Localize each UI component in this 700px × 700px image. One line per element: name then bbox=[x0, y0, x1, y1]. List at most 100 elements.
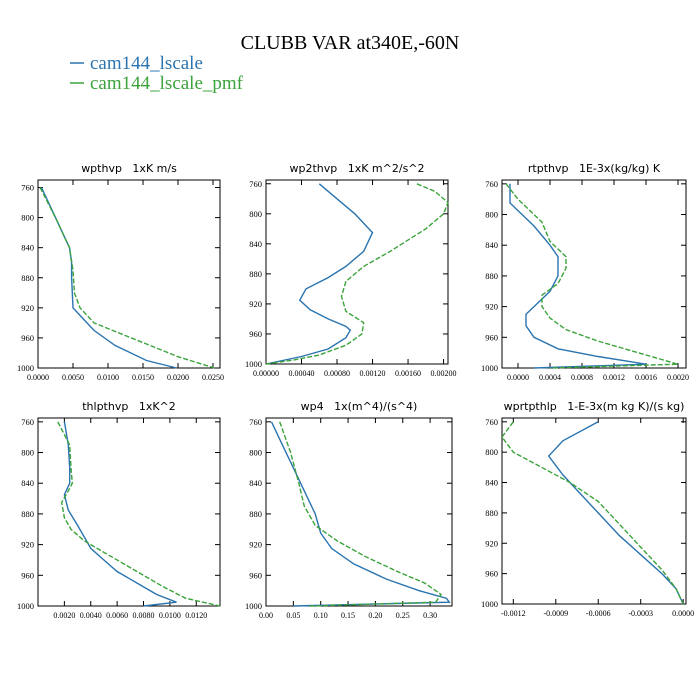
y-tick-label: 840 bbox=[21, 243, 34, 253]
x-tick-label: 0.0200 bbox=[167, 373, 189, 382]
x-tick-label: 0.0000 bbox=[507, 373, 529, 382]
y-tick-label: 840 bbox=[21, 478, 34, 488]
y-tick-label: 1000 bbox=[17, 601, 34, 611]
y-tick-label: 920 bbox=[485, 302, 498, 312]
series-line-lscale-pmf bbox=[39, 187, 215, 369]
series-line-lscale-pmf bbox=[279, 421, 443, 607]
panel-title: wpthvp 1xK m/s bbox=[81, 162, 177, 175]
y-tick-label: 960 bbox=[485, 569, 498, 579]
y-tick-label: 960 bbox=[249, 570, 262, 580]
y-tick-label: 960 bbox=[249, 329, 262, 339]
y-tick-label: 840 bbox=[485, 240, 498, 250]
y-tick-label: 840 bbox=[485, 478, 498, 488]
y-tick-label: 1000 bbox=[245, 359, 262, 369]
series-line-lscale-pmf bbox=[265, 183, 449, 365]
y-tick-label: 800 bbox=[21, 448, 34, 458]
x-tick-label: 0.0016 bbox=[635, 373, 657, 382]
y-tick-label: 920 bbox=[249, 540, 262, 550]
x-tick-label: 0.00160 bbox=[395, 369, 421, 378]
x-tick-label: 0.00120 bbox=[360, 369, 386, 378]
x-tick-label: -0.0003 bbox=[628, 609, 653, 618]
x-tick-label: 0.0250 bbox=[202, 373, 224, 382]
panel-5: wp4 1x(m^4)/(s^4)76080084088092096010000… bbox=[245, 400, 453, 620]
panel-title: thlpthvp 1xK^2 bbox=[82, 400, 176, 413]
y-tick-label: 920 bbox=[485, 538, 498, 548]
x-tick-label: 0.0020 bbox=[667, 373, 689, 382]
x-tick-label: 0.25 bbox=[396, 611, 410, 620]
x-tick-label: 0.15 bbox=[341, 611, 355, 620]
x-tick-label: 0.00200 bbox=[431, 369, 457, 378]
y-tick-label: 840 bbox=[249, 478, 262, 488]
x-tick-label: 0.0008 bbox=[571, 373, 593, 382]
series-line-lscale bbox=[270, 421, 451, 607]
x-tick-label: 0.0004 bbox=[539, 373, 561, 382]
panels: wpthvp 1xK m/s76080084088092096010000.00… bbox=[17, 162, 694, 620]
x-tick-label: 0.00 bbox=[259, 611, 273, 620]
x-tick-label: -0.0006 bbox=[586, 609, 611, 618]
y-tick-label: 880 bbox=[21, 509, 34, 519]
y-tick-label: 800 bbox=[249, 448, 262, 458]
y-tick-label: 760 bbox=[249, 179, 262, 189]
x-tick-label: 0.00080 bbox=[324, 369, 350, 378]
panel-4: thlpthvp 1xK^2 760 800 840 880 920 960 1000 0.00… bbox=[17, 400, 221, 620]
legend-label-lscale: cam144_lscale bbox=[90, 53, 203, 74]
plot-frame bbox=[37, 417, 221, 607]
plot-frame bbox=[265, 179, 449, 365]
y-tick-label: 760 bbox=[21, 183, 34, 193]
figure-title: CLUBB VAR at340E,-60N bbox=[241, 32, 460, 54]
series-line-lscale bbox=[265, 183, 374, 365]
series-line-lscale bbox=[509, 183, 647, 369]
y-tick-label: 1000 bbox=[481, 363, 498, 373]
panel-3: rtpthvp 1E-3x(kg/kg) K 760 800 840 880 920 960… bbox=[481, 162, 689, 382]
series-line-lscale bbox=[63, 421, 177, 607]
y-tick-label: 800 bbox=[485, 210, 498, 220]
y-tick-label: 800 bbox=[249, 209, 262, 219]
x-tick-label: 0.0100 bbox=[97, 373, 119, 382]
y-tick-label: 880 bbox=[249, 509, 262, 519]
x-tick-label: 0.10 bbox=[314, 611, 328, 620]
x-tick-label: 0.05 bbox=[286, 611, 300, 620]
series-line-lscale-pmf bbox=[505, 183, 679, 369]
x-tick-label: 0.00000 bbox=[253, 369, 279, 378]
y-tick-label: 1000 bbox=[245, 601, 262, 611]
x-tick-label: 0.0000 bbox=[672, 609, 694, 618]
series-line-lscale-pmf bbox=[57, 421, 221, 607]
panel-6: wprtpthlp 1-E-3x(m kg K)/(s kg) 760 800 840… bbox=[481, 400, 694, 618]
y-tick-label: 1000 bbox=[481, 599, 498, 609]
plot-frame bbox=[37, 179, 221, 369]
panel-title: wprtpthlp 1-E-3x(m kg K)/(s kg) bbox=[504, 400, 685, 413]
x-tick-label: 0.0012 bbox=[603, 373, 625, 382]
panel-title: wp4 1x(m^4)/(s^4) bbox=[301, 400, 418, 413]
y-tick-label: 840 bbox=[249, 239, 262, 249]
y-tick-label: 800 bbox=[21, 213, 34, 223]
plot-frame bbox=[501, 179, 687, 369]
y-tick-label: 960 bbox=[485, 332, 498, 342]
x-tick-label: 0.0080 bbox=[133, 611, 155, 620]
x-tick-label: 0.00040 bbox=[289, 369, 315, 378]
x-tick-label: 0.0120 bbox=[185, 611, 207, 620]
x-tick-label: 0.0050 bbox=[62, 373, 84, 382]
x-tick-label: 0.0100 bbox=[159, 611, 181, 620]
series-line-lscale-pmf bbox=[501, 421, 684, 605]
y-tick-label: 960 bbox=[21, 570, 34, 580]
y-tick-label: 960 bbox=[21, 333, 34, 343]
plot-frame bbox=[265, 417, 453, 607]
x-tick-label: 0.20 bbox=[368, 611, 382, 620]
y-tick-label: 800 bbox=[485, 447, 498, 457]
x-tick-label: 0.0000 bbox=[27, 373, 49, 382]
x-tick-label: -0.0009 bbox=[543, 609, 568, 618]
panel-1: wpthvp 1xK m/s76080084088092096010000.00… bbox=[17, 162, 224, 382]
legend-label-lscale-pmf: cam144_lscale_pmf bbox=[90, 73, 244, 94]
panel-2: wp2thvp 1xK m^2/s^2 760 800 840 880 920 960 100… bbox=[245, 162, 457, 378]
y-tick-label: 1000 bbox=[17, 363, 34, 373]
series-line-lscale bbox=[40, 187, 177, 369]
panel-title: rtpthvp 1E-3x(kg/kg) K bbox=[528, 162, 661, 175]
x-tick-label: 0.0060 bbox=[106, 611, 128, 620]
y-tick-label: 880 bbox=[21, 273, 34, 283]
x-tick-label: 0.0040 bbox=[80, 611, 102, 620]
y-tick-label: 880 bbox=[485, 271, 498, 281]
y-tick-label: 920 bbox=[21, 540, 34, 550]
y-tick-label: 760 bbox=[21, 417, 34, 427]
y-tick-label: 760 bbox=[485, 417, 498, 427]
